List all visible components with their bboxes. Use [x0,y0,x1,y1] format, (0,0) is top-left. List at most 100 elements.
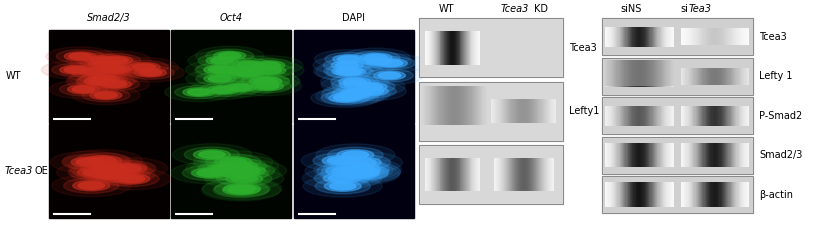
Bar [739,143,740,167]
Bar [709,68,711,85]
Bar [602,58,753,95]
Bar [466,31,467,65]
Bar [627,182,628,207]
Bar [611,66,613,86]
Bar [528,99,530,123]
Bar [443,158,445,191]
Circle shape [233,77,301,96]
Bar [632,27,634,47]
Bar [425,31,427,65]
Circle shape [82,162,137,177]
Bar [653,66,654,86]
Bar [442,31,444,65]
Circle shape [192,168,229,178]
Bar [672,106,673,126]
Bar [719,28,721,45]
Circle shape [57,161,136,183]
Bar [549,158,550,191]
Bar [540,158,541,191]
Circle shape [347,80,395,93]
Bar [477,158,479,191]
Bar [419,145,563,204]
Bar [690,182,691,207]
Bar [432,31,433,65]
Bar [635,60,636,86]
Circle shape [222,168,259,179]
Bar [724,68,726,85]
Bar [663,182,664,207]
Bar [533,99,535,123]
Bar [462,98,464,125]
Bar [618,143,619,167]
Bar [437,158,438,191]
Bar [686,68,688,85]
Bar [695,143,697,167]
Circle shape [332,78,379,91]
Bar [704,143,705,167]
Bar [724,28,726,45]
Circle shape [250,77,282,86]
Bar [451,31,453,65]
Bar [706,106,708,126]
Bar [459,98,460,125]
Bar [552,99,554,123]
Circle shape [253,61,285,69]
Bar [703,68,704,85]
Circle shape [368,57,415,70]
Bar [541,99,543,123]
Bar [613,106,614,126]
Bar [627,60,628,86]
Bar [664,60,666,86]
Circle shape [211,164,248,174]
Bar [695,182,696,207]
Bar [441,31,443,65]
Bar [607,66,609,86]
Circle shape [52,63,100,76]
Bar [635,27,636,47]
Bar [682,143,683,167]
Bar [667,143,669,167]
Circle shape [328,147,383,163]
Bar [539,158,541,191]
Bar [473,98,475,125]
Bar [697,106,699,126]
Bar [529,158,531,191]
Bar [455,158,456,191]
Bar [710,28,712,45]
Text: Tea3: Tea3 [688,4,712,14]
Bar [700,106,702,126]
Bar [653,143,654,167]
Circle shape [228,170,254,177]
Bar [715,28,717,45]
Circle shape [344,91,367,98]
Bar [739,28,740,45]
Circle shape [52,175,131,197]
Circle shape [340,81,371,89]
Circle shape [96,166,123,173]
Bar [476,98,477,125]
Circle shape [80,57,128,70]
Bar [515,158,516,191]
Bar [708,28,709,45]
Bar [667,143,668,167]
Bar [647,27,649,47]
Bar [450,31,451,65]
Bar [722,106,723,126]
Circle shape [77,54,124,67]
Bar [504,158,505,191]
Text: KD: KD [534,4,548,14]
Circle shape [355,82,387,91]
Bar [621,143,622,167]
Bar [649,66,651,86]
Bar [543,99,544,123]
Circle shape [219,163,274,178]
Bar [734,28,735,45]
Bar [718,106,720,126]
Bar [662,143,663,167]
Bar [602,137,753,174]
Bar [637,182,638,207]
Bar [708,182,709,207]
Bar [514,99,516,123]
Bar [671,60,672,86]
Circle shape [348,169,374,176]
